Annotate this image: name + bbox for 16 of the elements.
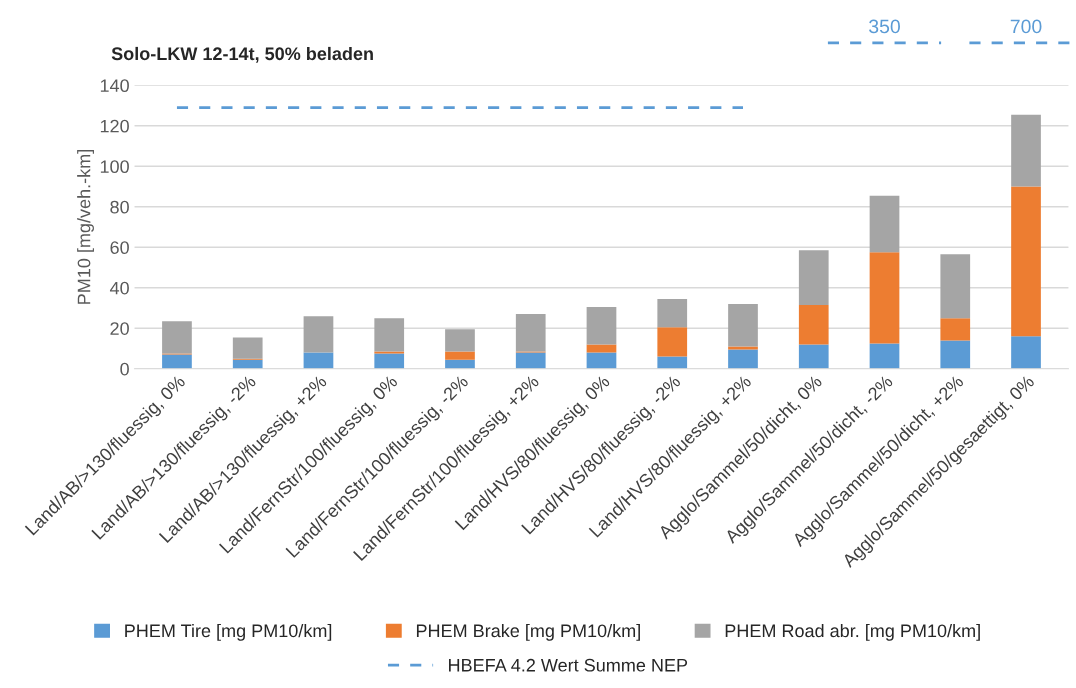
y-tick-label: 140 bbox=[100, 79, 129, 93]
legend-label: PHEM Road abr. [mg PM10/km] bbox=[725, 623, 980, 641]
text: 700 bbox=[1010, 19, 1042, 34]
y-axis-title: PM10 [mg/veh.-km] bbox=[77, 150, 94, 304]
y-tick-label: 80 bbox=[110, 200, 129, 214]
chart-title: Solo-LKW 12-14t, 50% beladen bbox=[111, 46, 373, 63]
legend-label: PHEM Brake [mg PM10/km] bbox=[416, 623, 640, 641]
text: 350 bbox=[869, 19, 900, 34]
y-tick-label: 40 bbox=[109, 281, 129, 295]
y-tick-label: 60 bbox=[110, 241, 129, 255]
y-tick-label: 120 bbox=[100, 119, 129, 133]
legend-label: PHEM Tire [mg PM10/km] bbox=[125, 623, 332, 641]
legend-label: HBEFA 4.2 Wert Summe NEP bbox=[449, 658, 688, 672]
y-tick-label: 100 bbox=[100, 160, 129, 174]
y-tick-label: 20 bbox=[110, 322, 129, 335]
y-tick-label: 0 bbox=[120, 362, 129, 376]
